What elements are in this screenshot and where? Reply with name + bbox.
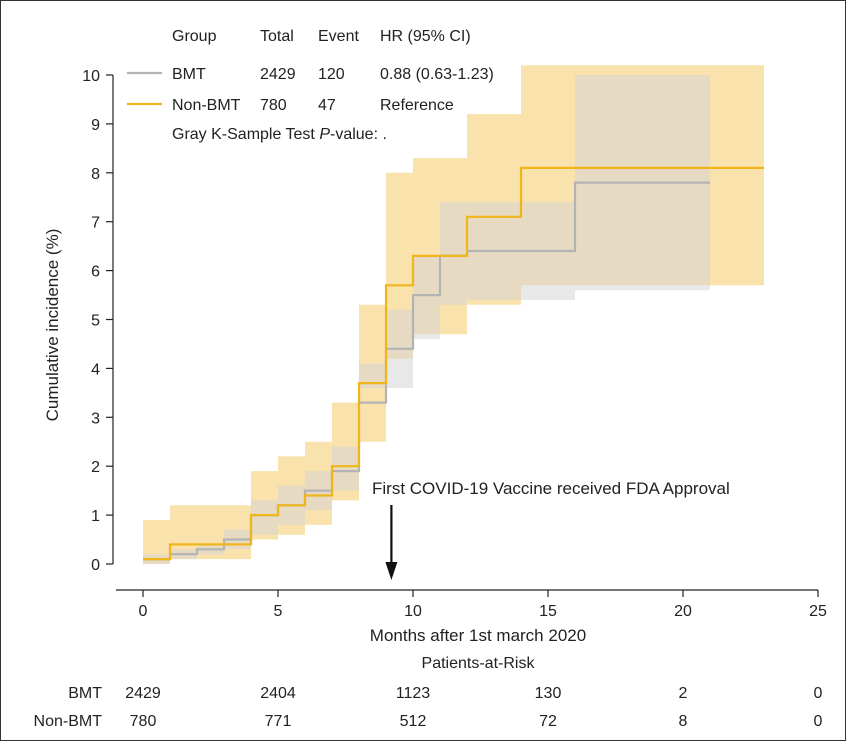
annotation-text: First COVID-19 Vaccine received FDA Appr… <box>372 479 730 498</box>
risk-value-bmt-0: 2429 <box>125 685 161 702</box>
risk-value-bmt-15: 130 <box>535 685 562 702</box>
x-tick-label-25: 25 <box>809 603 827 620</box>
confidence-band-bmt <box>143 75 710 564</box>
y-tick-label-8: 8 <box>91 166 100 183</box>
risk-value-bmt-10: 1123 <box>396 685 431 702</box>
gray-test-prefix: Gray K-Sample Test <box>172 126 319 143</box>
legend-nonbmt-event: 47 <box>318 97 336 114</box>
y-axis-label: Cumulative incidence (%) <box>43 229 62 422</box>
y-tick-label-9: 9 <box>91 117 100 134</box>
risk-value-non-bmt-20: 8 <box>679 713 688 730</box>
risk-value-non-bmt-15: 72 <box>539 713 557 730</box>
vaccine-annotation: First COVID-19 Vaccine received FDA Appr… <box>372 479 730 580</box>
y-tick-label-10: 10 <box>82 68 100 85</box>
risk-value-non-bmt-0: 780 <box>130 713 157 730</box>
x-tick-label-5: 5 <box>274 603 283 620</box>
risk-value-non-bmt-10: 512 <box>400 713 427 730</box>
legend-bmt-event: 120 <box>318 66 345 83</box>
y-tick-label-5: 5 <box>91 313 100 330</box>
confidence-bands <box>143 65 764 564</box>
incidence-lines <box>143 166 764 561</box>
annotation-arrow-head <box>385 562 398 580</box>
risk-value-bmt-25: 0 <box>814 685 823 702</box>
gray-test-text: Gray K-Sample Test P-value: . <box>172 126 387 143</box>
legend-header-hr: HR (95% CI) <box>380 28 471 45</box>
legend-bmt-group: BMT <box>172 66 206 83</box>
legend-nonbmt-hr: Reference <box>380 97 454 114</box>
y-tick-label-4: 4 <box>91 361 100 378</box>
y-tick-label-3: 3 <box>91 410 100 427</box>
x-axis-label: Months after 1st march 2020 <box>370 626 586 645</box>
legend: Group Total Event HR (95% CI) BMT 2429 1… <box>127 28 494 143</box>
risk-value-bmt-5: 2404 <box>260 685 296 702</box>
gray-test-p: P <box>319 126 330 143</box>
y-tick-label-1: 1 <box>91 508 100 525</box>
risk-row-label-nonbmt: Non-BMT <box>34 713 103 730</box>
x-tick-label-0: 0 <box>139 603 148 620</box>
risk-table: Patients-at-Risk BMT Non-BMT 2429 2404 112… <box>34 655 823 730</box>
legend-header-event: Event <box>318 28 359 45</box>
legend-nonbmt-total: 780 <box>260 97 287 114</box>
series-line-non-bmt <box>143 166 764 561</box>
risk-row-label-bmt: BMT <box>68 685 102 702</box>
x-tick-label-15: 15 <box>539 603 557 620</box>
risk-value-non-bmt-25: 0 <box>814 713 823 730</box>
legend-bmt-total: 2429 <box>260 66 296 83</box>
y-tick-label-6: 6 <box>91 264 100 281</box>
y-tick-label-7: 7 <box>91 215 100 232</box>
legend-header-total: Total <box>260 28 294 45</box>
legend-header-group: Group <box>172 28 217 45</box>
risk-value-non-bmt-5: 771 <box>265 713 292 730</box>
risk-value-bmt-20: 2 <box>679 685 688 702</box>
legend-nonbmt-group: Non-BMT <box>172 97 241 114</box>
legend-bmt-hr: 0.88 (0.63-1.23) <box>380 66 494 83</box>
y-tick-label-2: 2 <box>91 459 100 476</box>
risk-values: 2429 2404 1123 130 2 0 780 771 512 72 8 0 <box>125 685 822 730</box>
y-tick-label-0: 0 <box>91 557 100 574</box>
x-tick-label-10: 10 <box>404 603 422 620</box>
axes: 0 5 10 15 20 25 0 1 2 3 4 5 6 7 8 9 10 <box>82 68 827 620</box>
gray-test-suffix: -value: . <box>330 126 387 143</box>
x-tick-label-20: 20 <box>674 603 692 620</box>
risk-table-title: Patients-at-Risk <box>422 655 536 672</box>
